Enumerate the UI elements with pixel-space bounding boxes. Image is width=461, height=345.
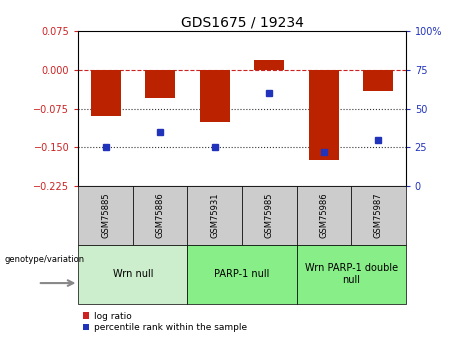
Text: Wrn null: Wrn null (112, 269, 153, 279)
Title: GDS1675 / 19234: GDS1675 / 19234 (181, 16, 303, 30)
Text: GSM75985: GSM75985 (265, 193, 274, 238)
Bar (296, 186, 351, 245)
Text: GSM75886: GSM75886 (156, 193, 165, 238)
Legend: log ratio, percentile rank within the sample: log ratio, percentile rank within the sa… (83, 312, 247, 332)
Bar (78, 245, 188, 304)
Text: GSM75931: GSM75931 (210, 193, 219, 238)
Bar (200, 70, 230, 122)
Text: Wrn PARP-1 double
null: Wrn PARP-1 double null (305, 264, 398, 285)
Bar (242, 186, 296, 245)
Text: genotype/variation: genotype/variation (5, 255, 85, 264)
Text: PARP-1 null: PARP-1 null (214, 269, 270, 279)
Bar (188, 186, 242, 245)
Text: GSM75986: GSM75986 (319, 193, 328, 238)
Bar (91, 70, 121, 117)
Text: GSM75885: GSM75885 (101, 193, 110, 238)
Bar (254, 59, 284, 70)
Bar (351, 186, 406, 245)
Bar (78, 186, 133, 245)
Text: GSM75987: GSM75987 (374, 193, 383, 238)
Bar (188, 245, 296, 304)
Bar (296, 245, 406, 304)
Bar (363, 70, 393, 90)
Bar (309, 70, 339, 160)
Bar (133, 186, 188, 245)
Bar (145, 70, 175, 98)
